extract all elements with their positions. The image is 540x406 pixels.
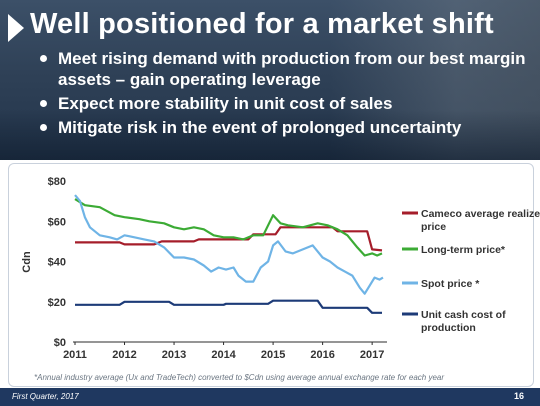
legend-label: Unit cash cost of production	[421, 309, 506, 334]
x-tick-label: 2013	[162, 349, 186, 361]
y-tick-label: $40	[48, 257, 66, 269]
y-tick-label: $60	[48, 216, 66, 228]
legend-label: Cameco average realized price	[421, 208, 540, 233]
bullet-list: Meet rising demand with production from …	[40, 48, 530, 141]
bullet-dot-icon	[40, 55, 47, 62]
footer-bar: First Quarter, 2017 16	[0, 388, 540, 406]
bullet-item: Meet rising demand with production from …	[40, 48, 530, 90]
y-axis-label: Cdn	[21, 251, 33, 273]
bullet-text: Expect more stability in unit cost of sa…	[58, 94, 393, 113]
bullet-text: Mitigate risk in the event of prolonged …	[58, 118, 462, 137]
x-tick-label: 2015	[261, 349, 285, 361]
y-tick-label: $20	[48, 297, 66, 309]
chevron-right-icon	[8, 14, 24, 42]
series-line-3	[74, 194, 384, 295]
x-tick-label: 2016	[310, 349, 334, 361]
legend-label: Spot price *	[421, 278, 480, 290]
x-tick-label: 2017	[360, 349, 384, 361]
x-tick-label: 2014	[211, 349, 236, 361]
series-line-2	[74, 198, 383, 257]
series-line-4	[75, 299, 382, 314]
bullet-text: Meet rising demand with production from …	[58, 49, 526, 89]
bullet-item: Expect more stability in unit cost of sa…	[40, 93, 530, 114]
chart-card	[8, 163, 534, 387]
y-tick-label: $80	[48, 176, 66, 188]
slide-title: Well positioned for a market shift	[30, 8, 494, 40]
bullet-dot-icon	[40, 100, 47, 107]
footer-text: First Quarter, 2017	[12, 392, 79, 401]
bullet-dot-icon	[40, 124, 47, 131]
x-tick-label: 2011	[63, 349, 87, 361]
banner-shade	[0, 110, 540, 160]
series-line-1	[75, 226, 383, 252]
legend-label: Long-term price*	[421, 244, 506, 256]
page-number: 16	[513, 391, 524, 401]
footnote: *Annual industry average (Ux and TradeTe…	[34, 373, 445, 382]
bullet-item: Mitigate risk in the event of prolonged …	[40, 117, 530, 138]
header-banner: Well positioned for a market shift Meet …	[0, 0, 540, 160]
x-tick-label: 2012	[112, 349, 136, 361]
y-tick-label: $0	[54, 337, 66, 349]
